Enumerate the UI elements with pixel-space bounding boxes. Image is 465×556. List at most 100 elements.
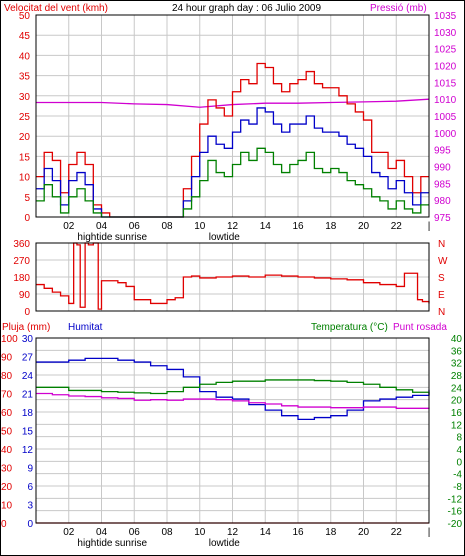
temperature-tick-label: -16 [448,507,463,518]
compass-direction-label: N [438,239,445,250]
rain-scale-tick-label: 15 [22,427,34,438]
compass-direction-label: E [438,290,445,301]
rain-scale-tick-label: 3 [27,501,33,512]
dewpoint-axis-title: Punt rosada [393,322,447,333]
humidity-scale-tick-label: 100 [1,334,18,345]
pressure-tick-label: 1015 [434,78,457,89]
x-tick-label: 18 [325,527,337,538]
wind-speed-tick-label: 20 [19,132,31,143]
x-tick-label: | [428,221,431,232]
pressure-tick-label: 1030 [434,28,457,39]
x-tick-label: 06 [129,527,141,538]
temperature-tick-label: -12 [448,494,463,505]
wind-direction-tick-label: 360 [13,239,30,250]
pressure-tick-label: 1000 [434,129,457,140]
pressure-tick-label: 995 [434,146,451,157]
x-tick-label: 12 [227,527,239,538]
dewpoint-line [36,392,430,409]
x-tick-label: 12 [227,221,239,232]
wind-speed-tick-label: 15 [19,152,31,163]
x-tick-label: 02 [63,221,75,232]
x-tick-label: 10 [194,527,206,538]
x-tick-label: 04 [96,527,108,538]
humidity-scale-tick-label: 80 [1,371,13,382]
wind-speed-tick-label: 30 [19,92,31,103]
temperature-tick-label: 12 [451,420,463,431]
wind-direction-tick-label: 180 [13,273,30,284]
wind-speed-tick-label: 0 [24,213,30,224]
x-tick-label: 14 [260,221,272,232]
humidity-scale-tick-label: 40 [1,445,13,456]
wind-speed-line [36,147,429,218]
x-tick-label: 02 [63,527,75,538]
x-tick-label: 08 [161,221,173,232]
wind-gust-line [36,62,429,218]
pressure-tick-label: 985 [434,179,451,190]
wind-pressure-panel: 0510152025303540455097598098599099510001… [19,11,457,243]
wind-speed-tick-label: 35 [19,72,31,83]
temperature-tick-label: 0 [456,457,462,468]
temperature-tick-label: -8 [453,482,462,493]
tide-sun-event-label: hightide [77,232,112,243]
humidity-axis-title: Humitat [68,322,103,333]
tide-sun-event-label: lowtide [209,538,241,549]
x-tick-label: 04 [96,221,108,232]
rain-scale-tick-label: 21 [22,390,34,401]
wind-direction-line [36,242,430,310]
humidity-scale-tick-label: 30 [1,464,13,475]
wind-speed-axis-title: Velocitat del vent (kmh) [4,3,108,14]
humidity-scale-tick-label: 0 [1,519,7,530]
tide-sun-event-label: hightide [77,538,112,549]
temperature-axis-title: Temperatura (°C) [311,322,388,333]
rain-axis-title: Pluja (mm) [2,322,50,333]
temperature-tick-label: 4 [456,445,462,456]
rain-scale-tick-label: 27 [22,353,34,364]
x-tick-label: 22 [391,527,403,538]
humidity-scale-tick-label: 20 [1,482,13,493]
wind-pressure-plot-frame [35,14,430,218]
compass-direction-label: S [438,273,445,284]
tide-sun-event-label: sunrise [115,538,148,549]
x-tick-label: 06 [129,221,141,232]
x-tick-label: 20 [358,527,370,538]
x-tick-label: 16 [292,527,304,538]
x-tick-label: | [428,527,431,538]
humidity-scale-tick-label: 50 [1,427,13,438]
wind-direction-tick-label: 270 [13,256,30,267]
wind-speed-tick-label: 50 [19,11,31,22]
temperature-tick-label: 20 [451,396,463,407]
tide-sun-event-label: lowtide [209,232,241,243]
wind-direction-plot-frame [35,242,430,312]
pressure-tick-label: 1035 [434,11,457,22]
temperature-tick-label: 16 [451,408,463,419]
x-tick-label: 10 [194,221,206,232]
x-tick-label: 08 [161,527,173,538]
wind-speed-tick-label: 5 [24,193,30,204]
humidity-scale-tick-label: 90 [1,353,13,364]
wind-direction-tick-label: 0 [24,307,30,318]
rain-scale-tick-label: 18 [22,408,34,419]
pressure-axis-title: Pressió (mb) [370,3,427,14]
temperature-line [36,379,430,395]
x-tick-label: 20 [358,221,370,232]
compass-direction-label: N [438,307,445,318]
humidity-line [36,357,430,421]
temperature-tick-label: 8 [456,433,462,444]
pressure-tick-label: 980 [434,196,451,207]
rain-scale-tick-label: 9 [27,464,33,475]
wind-direction-tick-label: 90 [19,290,31,301]
x-tick-label: 16 [292,221,304,232]
humidity-scale-tick-label: 70 [1,390,13,401]
temperature-tick-label: -20 [448,519,463,530]
temperature-tick-label: 40 [451,334,463,345]
temperature-tick-label: 32 [451,359,463,370]
rain-humidity-temperature-panel: Pluja (mm) Humitat Temperatura (°C) Punt… [1,322,462,549]
pressure-tick-label: 1010 [434,95,457,106]
temperature-tick-label: 24 [451,383,463,394]
chart-title: 24 hour graph day : 06 Julio 2009 [172,3,321,14]
pressure-tick-label: 1020 [434,62,457,73]
rain-scale-tick-label: 24 [22,371,34,382]
rain-scale-tick-label: 0 [27,519,33,530]
